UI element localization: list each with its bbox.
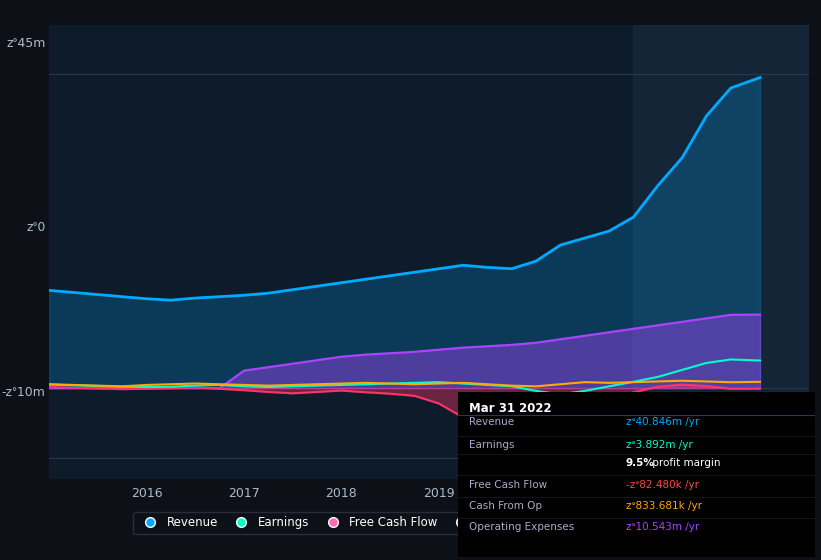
Legend: Revenue, Earnings, Free Cash Flow, Cash From Op, Operating Expenses: Revenue, Earnings, Free Cash Flow, Cash … xyxy=(133,512,725,534)
Text: zᐤ10.543m /yr: zᐤ10.543m /yr xyxy=(626,522,699,533)
Text: zᐤ45m: zᐤ45m xyxy=(6,36,45,49)
Text: zᐤ0: zᐤ0 xyxy=(26,221,45,234)
Text: Free Cash Flow: Free Cash Flow xyxy=(469,479,547,489)
Text: Cash From Op: Cash From Op xyxy=(469,501,542,511)
Text: Operating Expenses: Operating Expenses xyxy=(469,522,574,533)
Text: -zᐤ10m: -zᐤ10m xyxy=(2,386,45,399)
Text: Mar 31 2022: Mar 31 2022 xyxy=(469,402,552,415)
Text: profit margin: profit margin xyxy=(649,458,721,468)
Text: zᐤ833.681k /yr: zᐤ833.681k /yr xyxy=(626,501,702,511)
Text: zᐤ40.846m /yr: zᐤ40.846m /yr xyxy=(626,417,699,427)
Bar xyxy=(634,25,821,479)
Text: 9.5%: 9.5% xyxy=(626,458,655,468)
Text: -zᐤ82.480k /yr: -zᐤ82.480k /yr xyxy=(626,479,699,489)
Text: Revenue: Revenue xyxy=(469,417,514,427)
Text: Earnings: Earnings xyxy=(469,440,514,450)
Text: zᐤ3.892m /yr: zᐤ3.892m /yr xyxy=(626,440,693,450)
